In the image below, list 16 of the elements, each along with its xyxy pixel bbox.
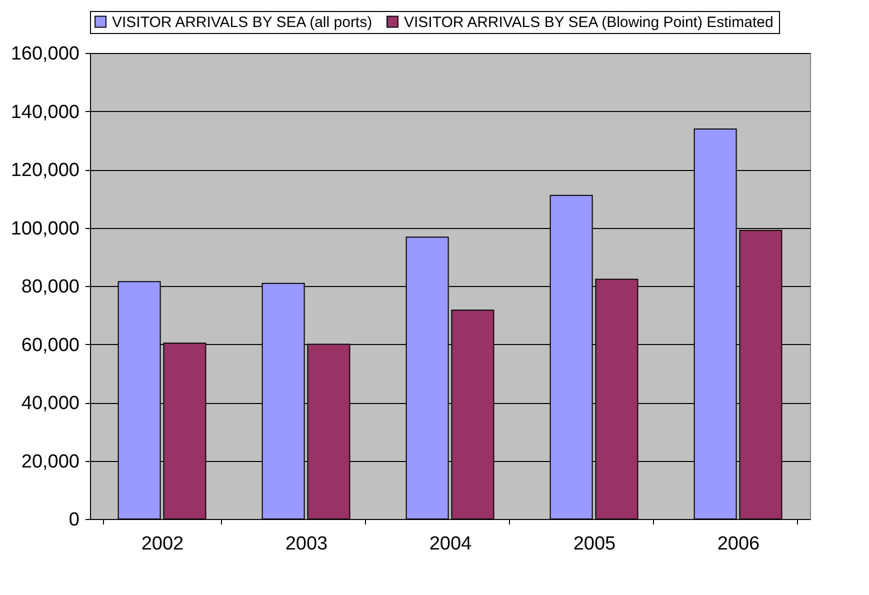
y-tick-label: 140,000: [10, 102, 80, 123]
y-tick-label: 120,000: [10, 160, 80, 181]
x-tick-label: 2004: [429, 534, 472, 554]
y-tick-label: 100,000: [10, 218, 80, 240]
x-tick-label: 2002: [141, 534, 184, 554]
legend-label: VISITOR ARRIVALS BY SEA (Blowing Point) Estimated: [404, 14, 774, 31]
x-tick-label: 2006: [717, 534, 760, 554]
y-tick-label: 40,000: [21, 393, 80, 414]
y-tick-label: 60,000: [21, 334, 80, 356]
y-tick-label: 0: [68, 510, 80, 530]
x-tick-label: 2003: [285, 534, 328, 554]
y-tick-label: 80,000: [21, 276, 80, 298]
y-tick-label: 20,000: [21, 451, 80, 472]
y-tick-label: 160,000: [10, 44, 80, 64]
x-tick-label: 2005: [573, 534, 616, 554]
legend-label: VISITOR ARRIVALS BY SEA (all ports): [112, 14, 372, 31]
